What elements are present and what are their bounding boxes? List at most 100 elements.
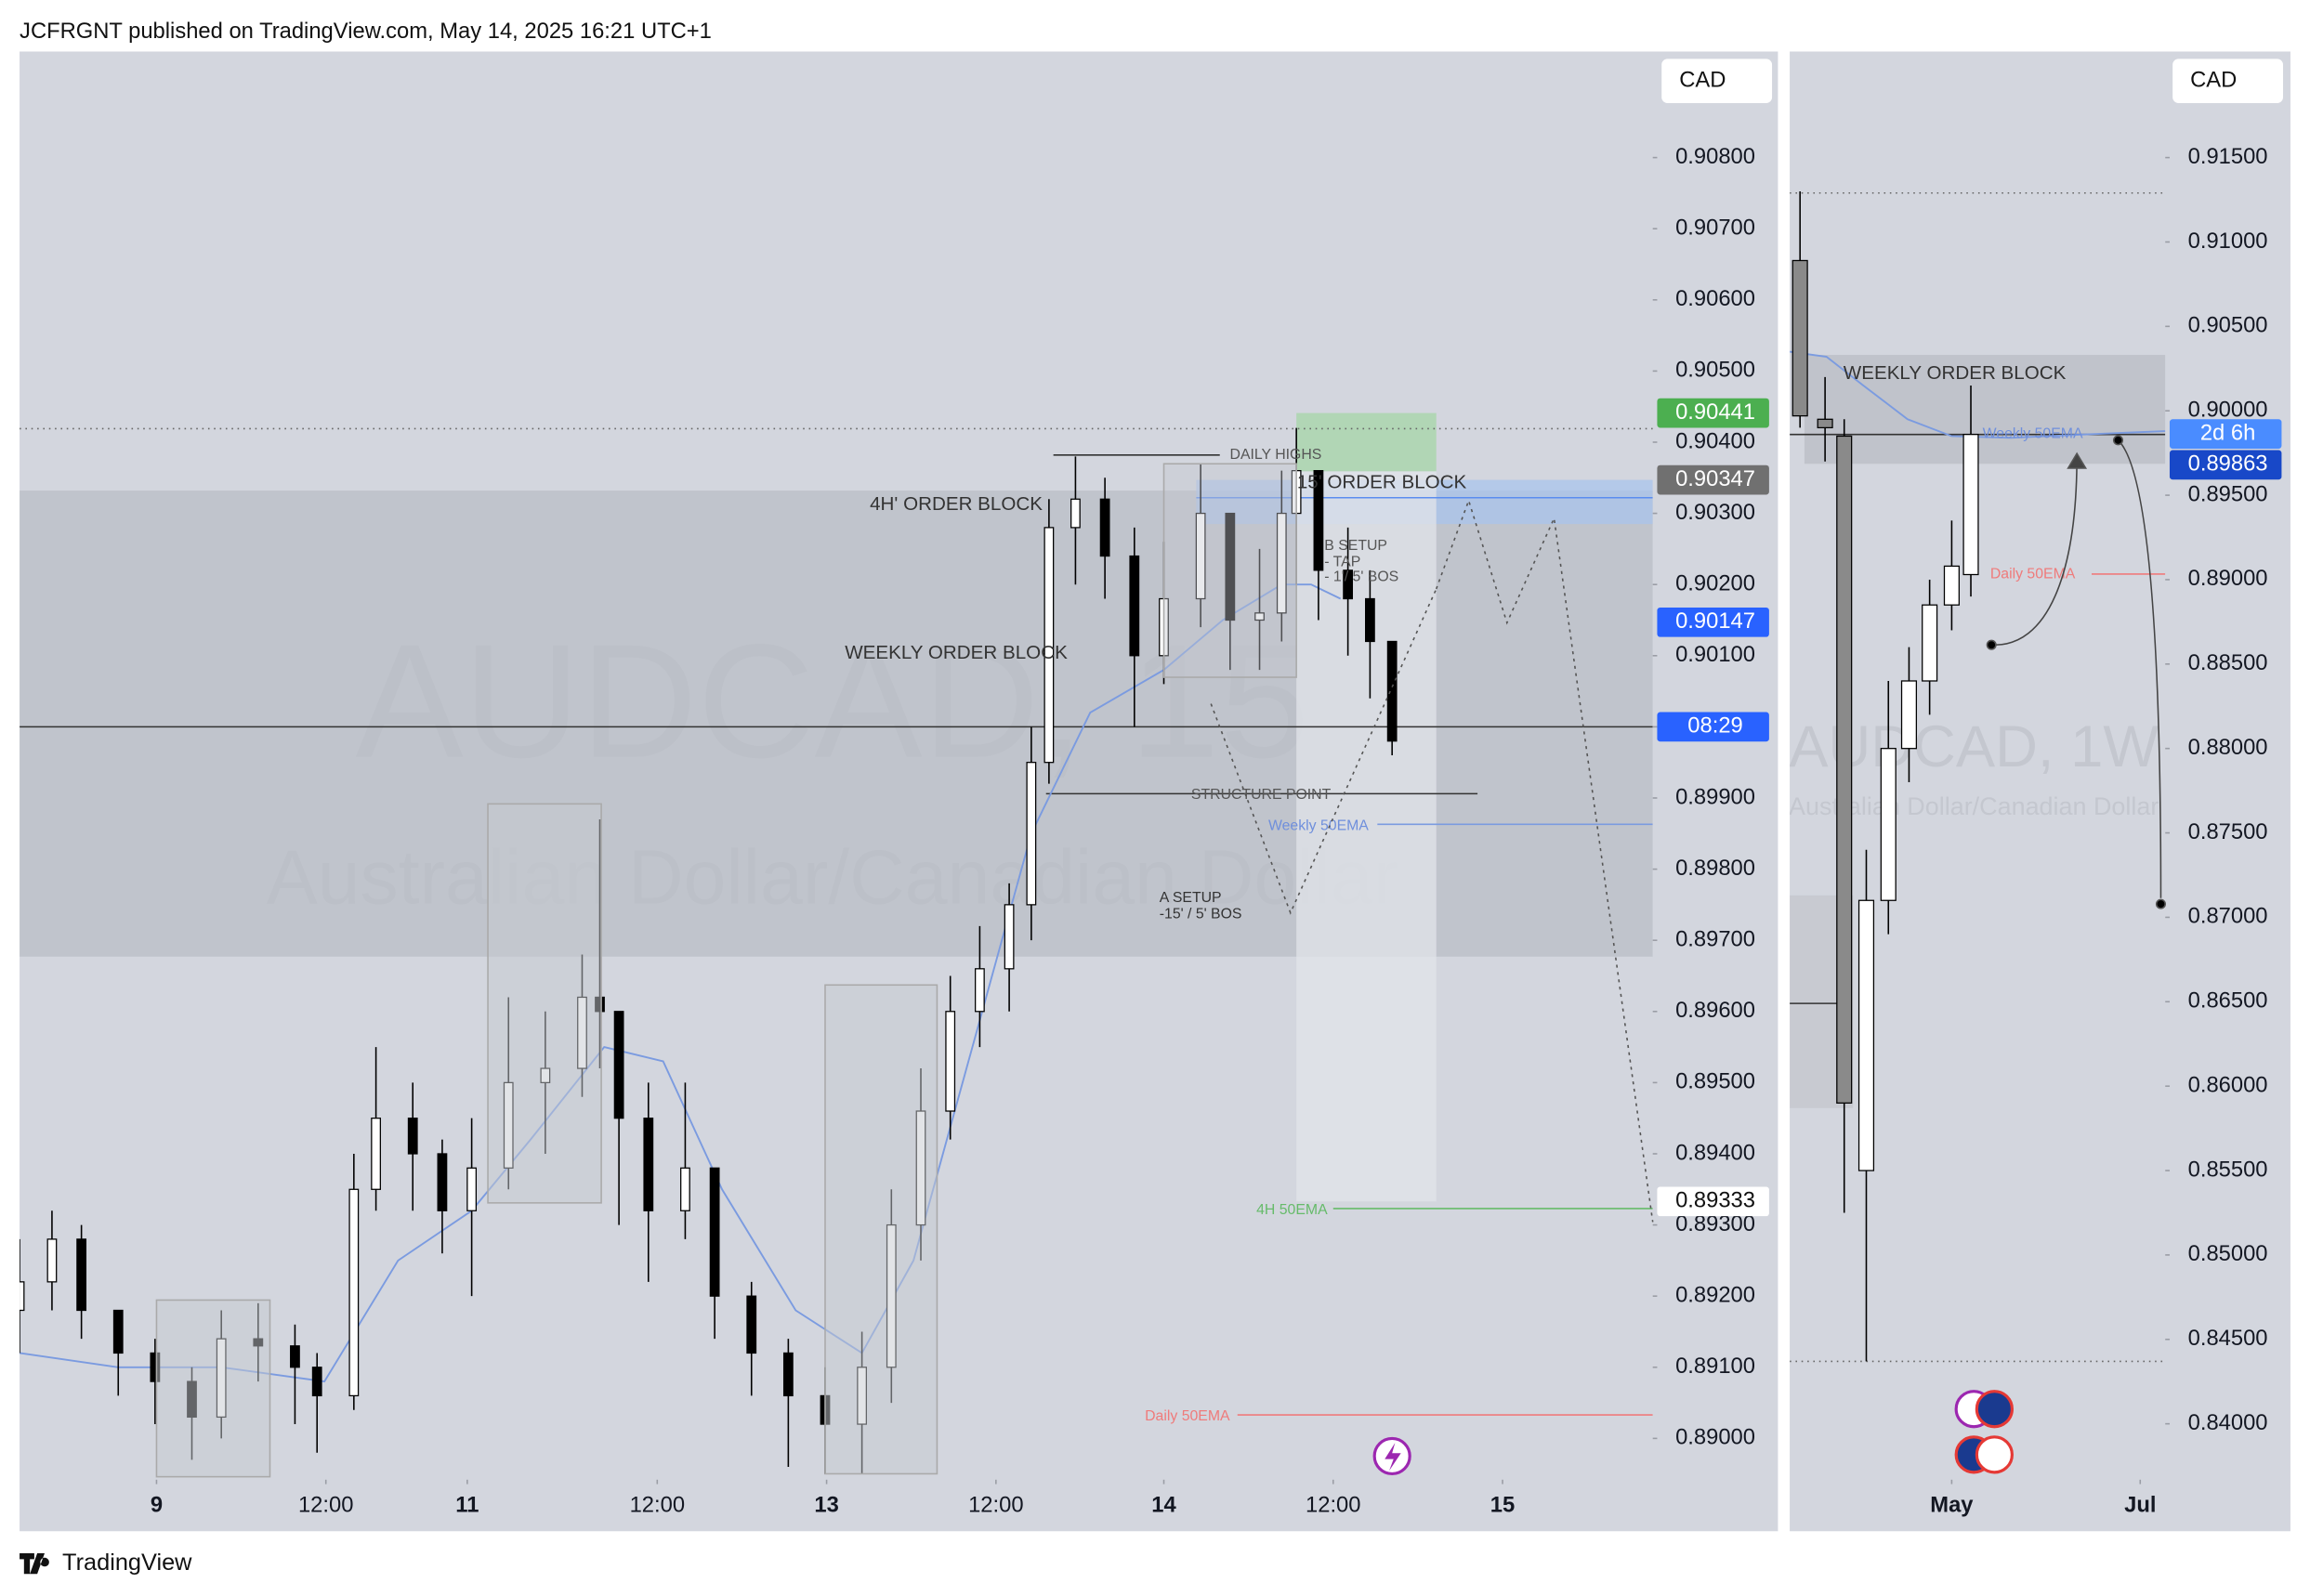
arrow-dot (1986, 639, 1997, 650)
y-tick-label: 0.89700 (1675, 926, 1755, 951)
y-tick-label: 0.90000 (2188, 397, 2268, 422)
zone (1296, 471, 1437, 1202)
currency-button[interactable] (1661, 59, 1773, 103)
annotation: WEEKLY ORDER BLOCK (1844, 362, 2067, 384)
brand-logo (20, 1553, 49, 1575)
candle-body (613, 1011, 624, 1119)
x-tick-label: 12:00 (968, 1493, 1023, 1518)
candle-body (1225, 512, 1236, 621)
countdown-label: 08:29 (1687, 713, 1742, 739)
candle-body (1343, 569, 1354, 600)
flag-icon[interactable] (1975, 1435, 2014, 1474)
annotation: 15' ORDER BLOCK (1297, 471, 1467, 492)
publisher-header: JCFRGNT published on TradingView.com, Ma… (20, 19, 712, 44)
brand-name: TradingView (62, 1550, 192, 1576)
session-box (1162, 463, 1297, 678)
candle-body (1900, 680, 1918, 750)
candle-body (945, 1011, 956, 1112)
y-tick-label: 0.90500 (1675, 358, 1755, 383)
y-tick-label: 0.89800 (1675, 856, 1755, 881)
candle-body (975, 968, 985, 1013)
candle-body (643, 1118, 654, 1211)
y-tick-label: 0.90600 (1675, 286, 1755, 311)
candle-body (1043, 527, 1055, 764)
session-box (487, 803, 602, 1204)
annotation: WEEKLY ORDER BLOCK (845, 642, 1068, 663)
arrow (1991, 456, 2078, 646)
candle-body (437, 1153, 448, 1211)
y-tick-label: 0.90800 (1675, 144, 1755, 169)
y-tick-label: 0.90400 (1675, 428, 1755, 453)
x-tick-label: 12:00 (630, 1493, 685, 1518)
zone (1296, 412, 1437, 472)
annotation: Weekly 50EMA (1983, 426, 2083, 442)
countdown-tag (1657, 712, 1769, 742)
x-tick-label: 14 (1151, 1493, 1176, 1518)
y-tick-label: 0.88500 (2188, 650, 2268, 675)
candle-body (680, 1167, 690, 1211)
candle-body (1386, 640, 1398, 742)
currency-button[interactable] (2172, 59, 2284, 103)
lightning (1385, 1443, 1401, 1472)
y-tick-label: 0.87000 (2188, 904, 2268, 929)
arrowhead (2067, 451, 2088, 469)
y-tick-label: 0.89600 (1675, 998, 1755, 1023)
candle-body (348, 1188, 360, 1397)
annotation: 4H 50EMA (1256, 1202, 1328, 1218)
price-tag (1657, 464, 1769, 495)
y-tick-label: 0.90100 (1675, 642, 1755, 667)
y-tick-label: 0.89000 (2188, 566, 2268, 591)
flag-icon[interactable] (1975, 1390, 2014, 1429)
annotation: Weekly 50EMA (1268, 818, 1369, 833)
candle-body (20, 1281, 25, 1312)
candle-body (1099, 498, 1110, 557)
y-tick-label: 0.90200 (1675, 570, 1755, 595)
drawings (155, 435, 2167, 1478)
price-tag (1657, 1186, 1769, 1217)
y-tick-label: 0.90500 (2188, 313, 2268, 338)
arrow-dot (2155, 898, 2167, 909)
candle-body (746, 1295, 757, 1354)
zone (1804, 355, 2166, 464)
price-tag-label: 0.89333 (1675, 1188, 1755, 1213)
candle-body (466, 1167, 478, 1211)
y-tick-label: 0.87500 (2188, 819, 2268, 844)
left-plot: AUDCAD, 15Australian Dollar/Canadian Dol… (20, 412, 1653, 1474)
countdown-label: 2d 6h (2200, 420, 2255, 445)
price-tag-label: 0.90441 (1675, 399, 1755, 425)
x-tick-label: 12:00 (1306, 1493, 1360, 1518)
y-tick-label: 0.89200 (1675, 1282, 1755, 1307)
y-tick-label: 0.89500 (2188, 481, 2268, 506)
candle-body (112, 1309, 124, 1354)
annotation: 4H' ORDER BLOCK (870, 493, 1043, 515)
annotation: - 1'/ 5' BOS (1324, 569, 1398, 584)
candle-body (76, 1238, 87, 1312)
price-tag-label: 0.89863 (2188, 451, 2268, 477)
annotation: Daily 50EMA (1990, 566, 2076, 582)
candle-body (290, 1345, 300, 1368)
setup-path-a (1210, 588, 1437, 915)
candle-body (1004, 904, 1015, 970)
price-tag (2169, 450, 2282, 480)
price-tag-label: 0.90347 (1675, 466, 1755, 491)
candle-body (782, 1352, 794, 1397)
y-tick-label: 0.85000 (2188, 1241, 2268, 1266)
y-tick-label: 0.84500 (2188, 1326, 2268, 1351)
candle-body (1857, 899, 1875, 1171)
annotation: STRUCTURE POINT (1191, 787, 1332, 803)
currency-label: CAD (1679, 67, 1726, 92)
candle-body (1365, 597, 1375, 643)
price-tag-label: 0.90147 (1675, 608, 1755, 634)
price-tag (1657, 398, 1769, 428)
candle-body (1195, 512, 1206, 600)
candle-body (1880, 748, 1897, 901)
arrow (2117, 439, 2162, 898)
y-tick-label: 0.84000 (2188, 1410, 2268, 1435)
projection-path (1435, 498, 1654, 1223)
candle-body (371, 1118, 381, 1190)
price-tag (1657, 607, 1769, 637)
y-tick-label: 0.90700 (1675, 215, 1755, 240)
